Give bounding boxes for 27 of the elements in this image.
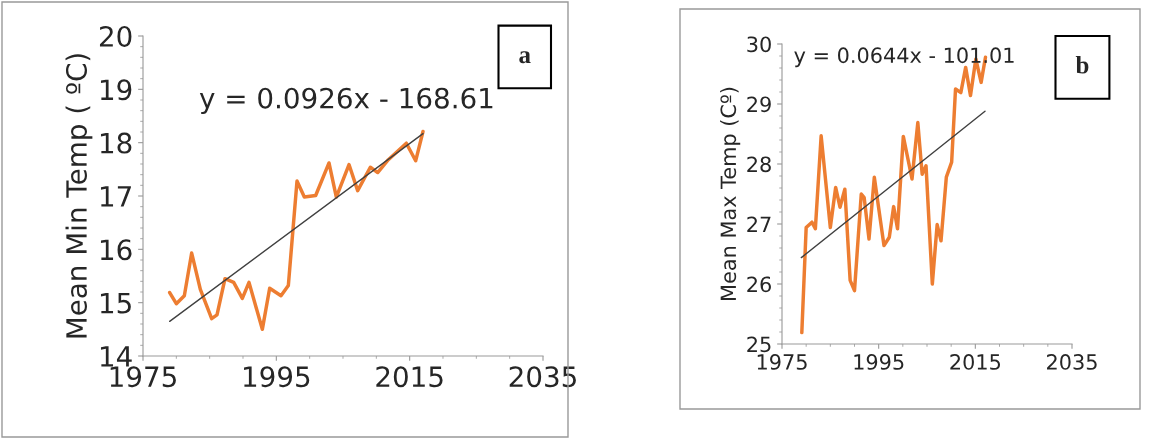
y-tick-label: 14: [100, 346, 132, 367]
annotation: y = 0.0926x - 168.61: [199, 87, 493, 115]
y-tick-label: 15: [100, 292, 131, 314]
y-tick-label: 20: [99, 25, 132, 47]
y-tick-label: 17: [100, 186, 131, 207]
x-tick-label: 2015: [376, 366, 443, 388]
annotation: a: [519, 51, 531, 64]
x-tick-label: 1975: [110, 366, 176, 388]
text: b: [1075, 56, 1089, 74]
y-tick-label: 29: [747, 96, 771, 113]
y-axis-title: Mean Min Temp ( ºC): [65, 54, 93, 338]
annotation: y = 0.0644x - 101.01: [794, 47, 1014, 68]
y-tick-label: 25: [747, 336, 771, 353]
x-tick-label: 2015: [950, 354, 1001, 370]
x-tick-label: 1975: [757, 354, 807, 370]
y-tick-label: 16: [100, 239, 132, 261]
x-tick-label: 2035: [509, 366, 576, 388]
x-tick-label: 1995: [244, 366, 310, 388]
y-tick-label: 30: [747, 36, 771, 53]
y-tick-label: 19: [100, 79, 132, 101]
y-tick-label: 18: [100, 132, 132, 154]
y-tick-label: 27: [747, 216, 771, 232]
x-tick-label: 1995: [854, 354, 904, 370]
y-tick-label: 26: [747, 276, 771, 293]
x-tick-label: 2035: [1047, 354, 1097, 370]
y-axis-title: Mean Max Temp (Cº): [720, 87, 741, 300]
y-tick-label: 28: [747, 156, 771, 173]
